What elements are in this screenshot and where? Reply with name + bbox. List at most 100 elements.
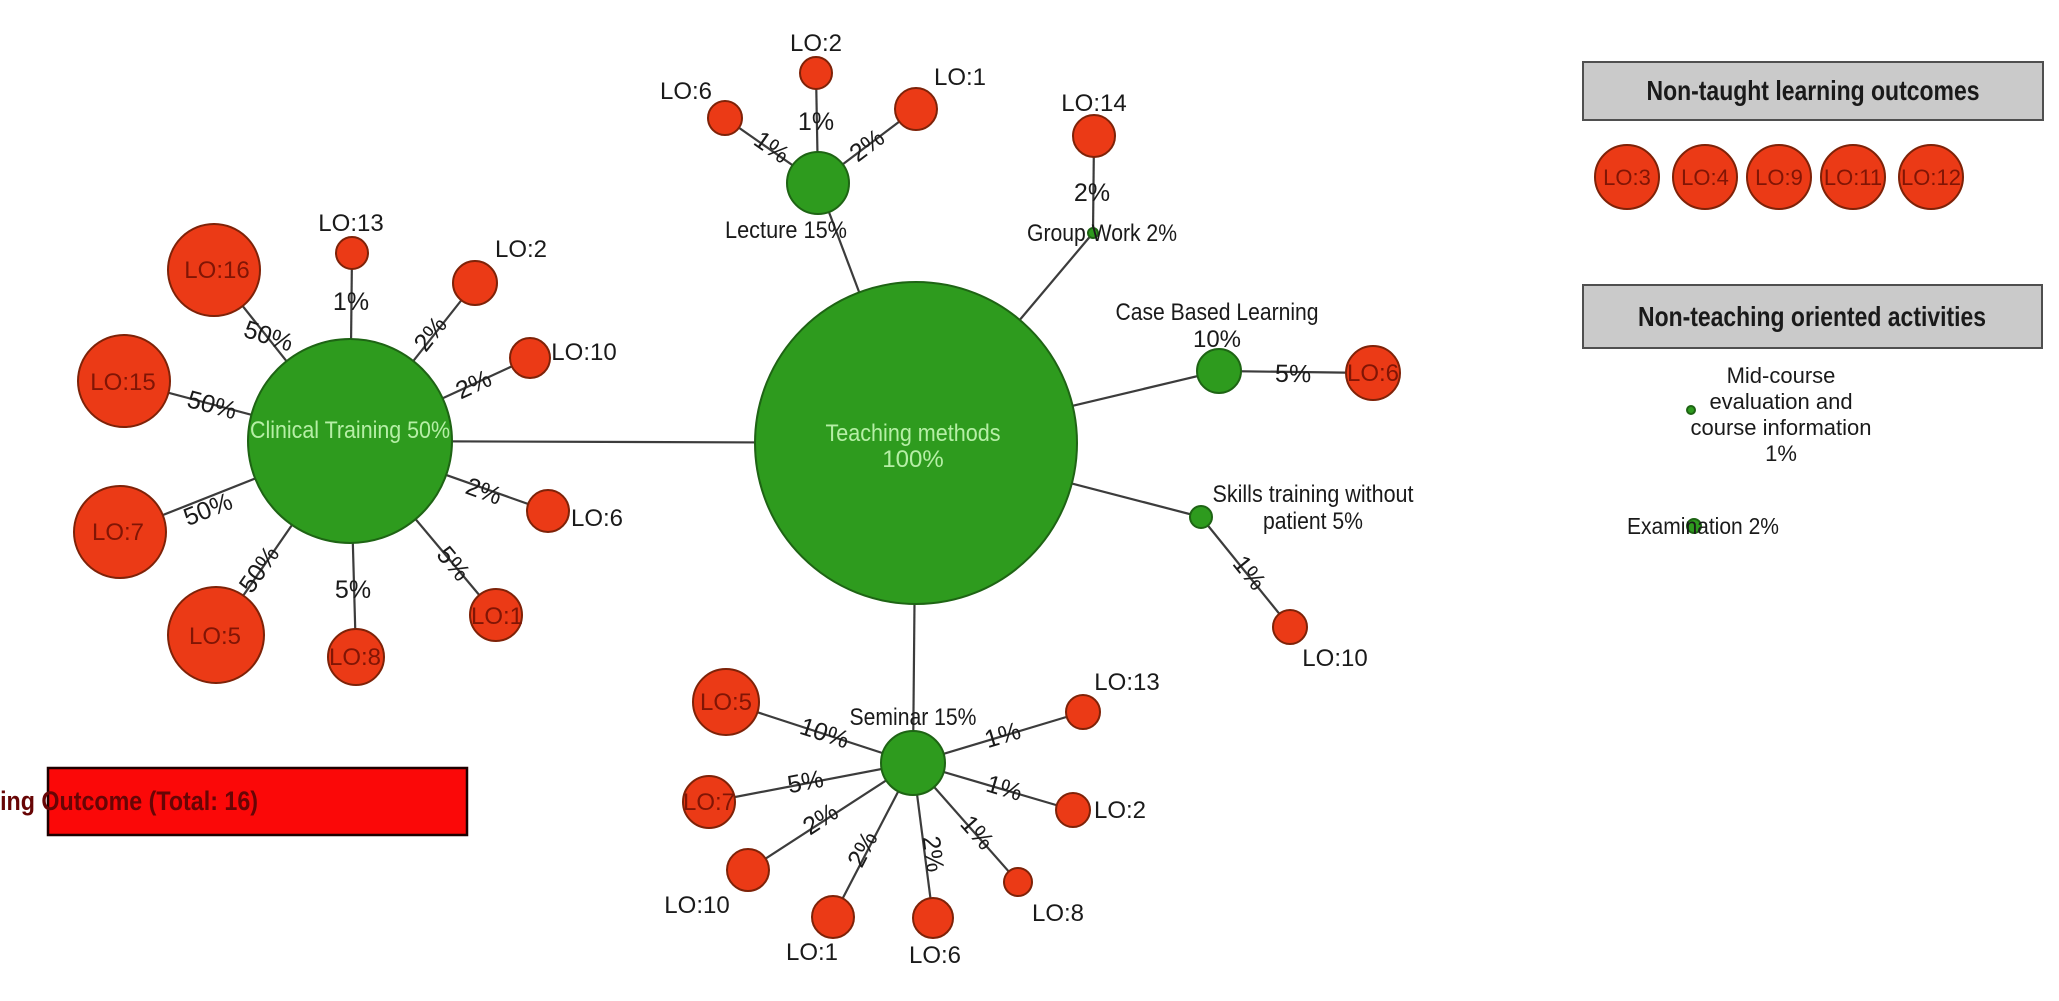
node-nt-lo3-circle: [1594, 144, 1660, 210]
node-nt-lo9-circle: [1746, 144, 1812, 210]
label-cli-lo13: LO:13: [318, 210, 383, 237]
node-lec-lo1-circle: [894, 87, 938, 131]
edge-label-clinical-cli-lo15: 50%: [184, 385, 240, 425]
lo-legend-box: [46, 766, 469, 837]
label-sem-lo7: LO:7: [683, 789, 735, 816]
label-cli-lo6: LO:6: [571, 505, 623, 532]
label-nt-lo3: LO:3: [1603, 165, 1651, 190]
edge-label-clinical-cli-lo5: 50%: [234, 541, 285, 598]
label-sem-lo8: LO:8: [1032, 900, 1084, 927]
edge-label-seminar-sem-lo5: 10%: [796, 712, 852, 754]
node-cbl-circle: [1196, 348, 1242, 394]
label-midcourse-line4: 1%: [1765, 441, 1797, 466]
edge-label-cbl-cbl-lo6: 5%: [1275, 360, 1312, 388]
node-cli-lo15-circle: [77, 334, 171, 428]
node-nt-lo11-circle: [1820, 144, 1886, 210]
label-cbl-line1: Case Based Learning: [1116, 299, 1319, 326]
lo-legend-label: LO = Learning Outcome (Total: 16): [0, 786, 258, 816]
edge-label-lecture-lec-lo2: 1%: [798, 108, 834, 136]
label-lo14: LO:14: [1061, 90, 1126, 117]
edge-seminar-sem-lo7: [708, 761, 914, 804]
label-sem-lo1: LO:1: [786, 939, 838, 966]
node-cli-lo10-circle: [509, 337, 551, 379]
label-lecture: Lecture 15%: [725, 217, 847, 244]
node-sem-lo7-circle: [682, 775, 736, 829]
label-nt-lo12: LO:12: [1901, 165, 1961, 190]
label-sem-lo10: LO:10: [664, 892, 729, 919]
label-skills-line2: patient 5%: [1263, 508, 1363, 535]
node-sem-lo10-circle: [726, 848, 770, 892]
label-cli-lo8: LO:8: [329, 644, 381, 671]
label-teaching-line1: Teaching methods: [826, 420, 1001, 447]
node-cli-lo6-circle: [526, 489, 570, 533]
node-cli-lo2-circle: [452, 260, 498, 306]
node-cli-lo7-circle: [73, 485, 167, 579]
node-cli-lo8-circle: [327, 628, 385, 686]
node-cbl-lo6-circle: [1345, 345, 1401, 401]
node-clinical-circle: [247, 338, 453, 544]
edge-skills-ski-lo10: [1200, 516, 1291, 628]
node-cli-lo16-circle: [167, 223, 261, 317]
non-taught-header-label: Non-taught learning outcomes: [1647, 75, 1980, 106]
label-cli-lo16: LO:16: [184, 257, 249, 284]
label-cbl-lo6: LO:6: [1347, 360, 1399, 387]
label-midcourse-line2: evaluation and: [1709, 389, 1852, 414]
label-cli-lo15: LO:15: [90, 369, 155, 396]
label-sem-lo13: LO:13: [1094, 669, 1159, 696]
edge-label-clinical-cli-lo7: 50%: [180, 487, 237, 531]
label-lec-lo1: LO:1: [934, 64, 986, 91]
edge-label-clinical-cli-lo8: 5%: [335, 576, 371, 604]
edge-label-clinical-cli-lo10: 2%: [451, 364, 496, 405]
label-cli-lo2: LO:2: [495, 236, 547, 263]
edge-label-clinical-cli-lo13: 1%: [333, 288, 369, 316]
node-sem-lo13-circle: [1065, 694, 1101, 730]
label-teaching-line2: 100%: [882, 446, 943, 473]
label-midcourse-line3: course information: [1691, 415, 1872, 440]
label-exam: Examination 2%: [1627, 513, 1779, 539]
node-exam-circle: [1686, 518, 1702, 534]
node-skills-circle: [1189, 505, 1213, 529]
label-cbl-line2: 10%: [1193, 326, 1241, 353]
node-sem-lo5-circle: [692, 668, 760, 736]
edge-label-groupwork-lo14: 2%: [1074, 179, 1110, 207]
label-skills-line1: Skills training without: [1213, 481, 1414, 508]
node-groupwork-circle: [1087, 227, 1099, 239]
label-lec-lo6: LO:6: [660, 78, 712, 105]
node-nt-lo12-circle: [1898, 144, 1964, 210]
label-midcourse-line1: Mid-course: [1727, 363, 1836, 388]
edge-label-clinical-cli-lo6: 2%: [462, 472, 505, 510]
edge-label-lecture-lec-lo1: 2%: [844, 124, 890, 168]
node-seminar-circle: [880, 730, 946, 796]
non-teaching-header-label: Non-teaching oriented activities: [1638, 301, 1986, 332]
node-nt-lo4-circle: [1672, 144, 1738, 210]
label-cli-lo5: LO:5: [189, 623, 241, 650]
edge-label-seminar-sem-lo2: 1%: [983, 770, 1026, 807]
label-sem-lo5: LO:5: [700, 689, 752, 716]
label-nt-lo11: LO:11: [1824, 165, 1882, 190]
label-clinical: Clinical Training 50%: [250, 417, 450, 444]
label-ski-lo10: LO:10: [1302, 645, 1367, 672]
node-cli-lo13-circle: [335, 236, 369, 270]
label-cli-lo10: LO:10: [551, 339, 616, 366]
label-sem-lo2: LO:2: [1094, 797, 1146, 824]
node-lec-lo6-circle: [707, 100, 743, 136]
non-teaching-header-box: [1582, 284, 2043, 349]
node-teaching-circle: [754, 281, 1078, 605]
label-sem-lo6: LO:6: [909, 942, 961, 969]
edge-label-clinical-cli-lo16: 50%: [240, 315, 296, 357]
label-nt-lo9: LO:9: [1755, 165, 1803, 190]
edge-label-seminar-sem-lo6: 2%: [917, 834, 949, 873]
node-sem-lo2-circle: [1055, 792, 1091, 828]
node-lo14-circle: [1072, 114, 1116, 158]
label-nt-lo4: LO:4: [1681, 165, 1729, 190]
node-cli-lo1-circle: [469, 588, 523, 642]
node-ski-lo10-circle: [1272, 609, 1308, 645]
edge-label-seminar-sem-lo13: 1%: [981, 717, 1024, 754]
label-groupwork: Group Work 2%: [1027, 220, 1177, 247]
node-sem-lo8-circle: [1003, 867, 1033, 897]
edge-label-seminar-sem-lo7: 5%: [785, 765, 826, 799]
non-taught-header-box: [1582, 61, 2044, 121]
label-lec-lo2: LO:2: [790, 30, 842, 57]
